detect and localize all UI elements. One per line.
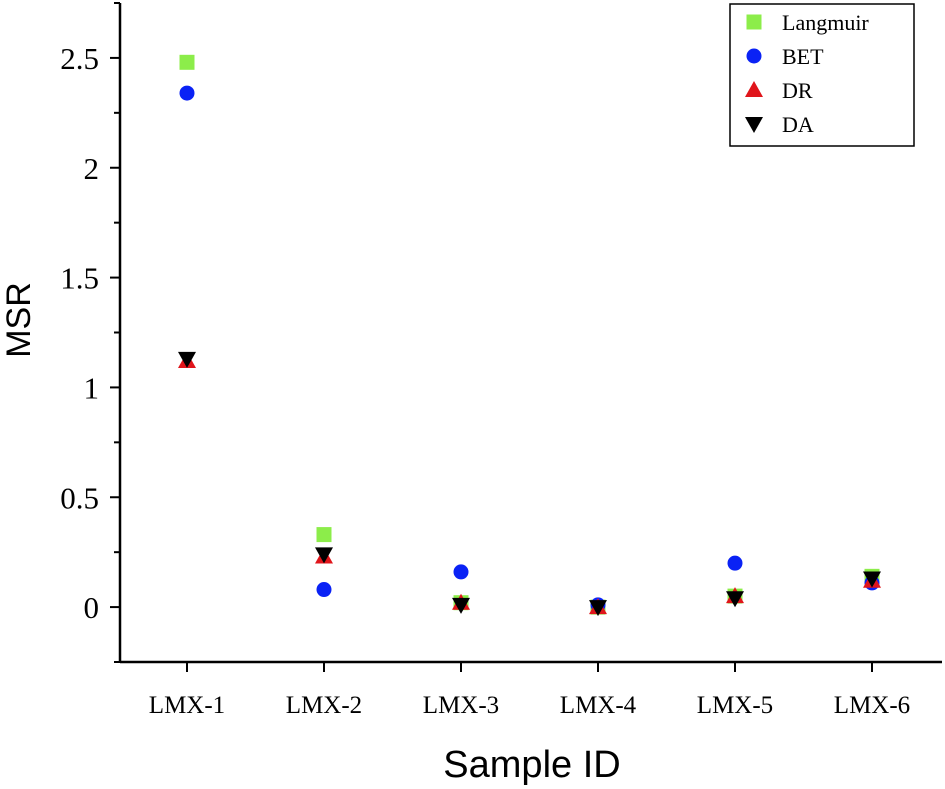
da-point [726, 591, 744, 608]
da-point [452, 597, 470, 614]
x-axis-title: Sample ID [443, 744, 620, 786]
data-points [178, 54, 881, 617]
x-tick-label: LMX-3 [423, 692, 499, 719]
x-tick-label: LMX-2 [286, 692, 362, 719]
langmuir-point [179, 54, 195, 70]
y-tick-label: 0 [84, 590, 100, 625]
x-tick-label: LMX-4 [560, 692, 637, 719]
y-tick-label: 1.5 [60, 261, 99, 296]
langmuir-point [316, 527, 332, 543]
y-tick-label: 1 [84, 370, 100, 405]
bet-point [316, 582, 332, 598]
y-tick-label: 2.5 [60, 41, 99, 76]
da-point [863, 571, 881, 588]
x-tick-label: LMX-1 [149, 692, 225, 719]
legend: Langmuir BET DR DA [729, 3, 915, 147]
bet-point [727, 555, 743, 571]
legend-marker-da [745, 117, 763, 133]
y-tick-label: 2 [84, 151, 100, 186]
legend-label-langmuir: Langmuir [782, 10, 869, 35]
da-point [315, 547, 333, 564]
y-ticks: 0 0.5 1 1.5 2 2.5 [60, 2, 120, 663]
x-ticks: LMX-1 LMX-2 LMX-3 LMX-4 LMX-5 LMX-6 [149, 662, 910, 719]
legend-label-bet: BET [782, 44, 824, 69]
legend-marker-langmuir [746, 14, 762, 30]
da-point [589, 600, 607, 617]
legend-label-da: DA [782, 112, 814, 137]
da-point [178, 351, 196, 368]
legend-marker-dr [745, 81, 763, 97]
legend-marker-bet [746, 48, 762, 64]
bet-point [453, 564, 469, 580]
y-axis-title: MSR [0, 282, 38, 358]
legend-label-dr: DR [782, 78, 813, 103]
x-tick-label: LMX-6 [834, 692, 910, 719]
x-tick-label: LMX-5 [697, 692, 773, 719]
bet-point [179, 85, 195, 101]
y-tick-label: 0.5 [60, 480, 99, 515]
